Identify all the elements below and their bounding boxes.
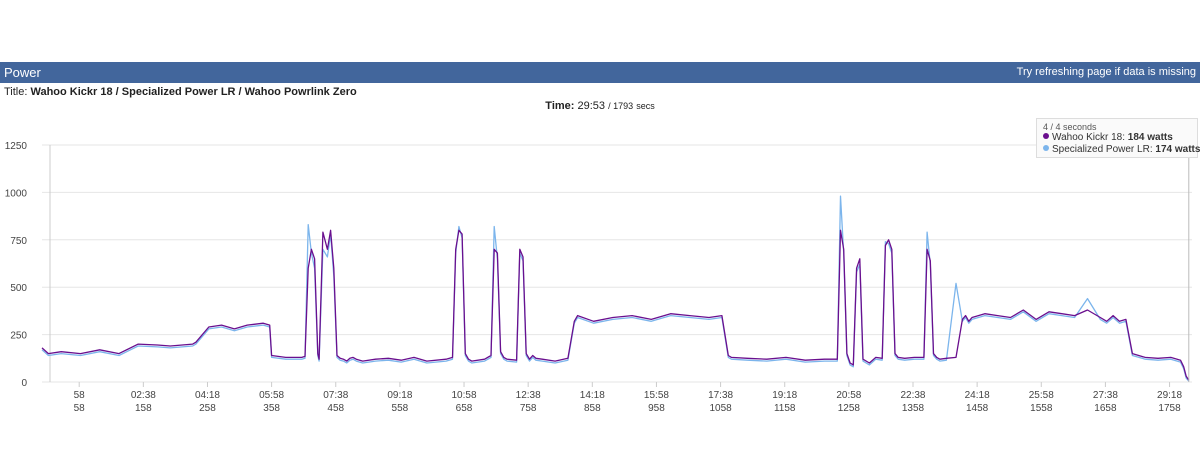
panel-header: Power Try refreshing page if data is mis…	[0, 62, 1200, 83]
subtitle-label: Title:	[4, 86, 28, 98]
x-tick-time-label: 24:18	[965, 390, 990, 401]
y-tick-label: 0	[21, 378, 27, 389]
x-tick-sec-label: 758	[520, 403, 537, 414]
x-tick-time-label: 10:58	[452, 390, 477, 401]
x-tick-time-label: 20:58	[836, 390, 861, 401]
panel-title: Power	[4, 65, 41, 80]
chart-series	[41, 195, 1190, 382]
x-tick-sec-label: 158	[135, 403, 152, 414]
refresh-hint-link[interactable]: Try refreshing page if data is missing	[1016, 66, 1196, 78]
y-tick-label: 1250	[5, 141, 28, 152]
x-tick-sec-label: 958	[648, 403, 665, 414]
subtitle-value: Wahoo Kickr 18 / Specialized Power LR / …	[30, 86, 357, 98]
y-tick-label: 500	[10, 283, 27, 294]
x-tick-sec-label: 1558	[1030, 403, 1053, 414]
x-tick-time-label: 07:38	[323, 390, 348, 401]
time-value: 29:53	[577, 100, 606, 112]
series-line-wahoo-kickr-18	[41, 229, 1190, 381]
x-tick-sec-label: 358	[263, 403, 280, 414]
x-tick-time-label: 09:18	[387, 390, 412, 401]
x-tick-time-label: 19:18	[772, 390, 797, 401]
x-tick-sec-label: 658	[456, 403, 473, 414]
x-tick-sec-label: 458	[327, 403, 344, 414]
chart-subtitle: Title: Wahoo Kickr 18 / Specialized Powe…	[4, 86, 357, 98]
x-tick-sec-label: 1258	[838, 403, 861, 414]
x-tick-time-label: 12:38	[516, 390, 541, 401]
x-tick-time-label: 27:38	[1093, 390, 1118, 401]
x-tick-time-label: 25:58	[1029, 390, 1054, 401]
tooltip-series-name: Specialized Power LR:	[1052, 144, 1153, 155]
x-tick-sec-label: 1158	[774, 403, 796, 414]
tooltip-interval: 4 / 4 seconds	[1043, 122, 1097, 132]
chart-grid	[42, 144, 1192, 383]
x-tick-time-label: 02:38	[131, 390, 156, 401]
x-tick-sec-label: 58	[74, 403, 86, 414]
x-axis: 58 58 02:38 158 04:18 258 05:58 358 07:38 458 09:1…	[74, 382, 1182, 414]
x-tick-sec-label: 558	[392, 403, 409, 414]
legend-dot-icon	[1043, 145, 1049, 151]
x-tick-sec-label: 1758	[1158, 403, 1181, 414]
time-label: Time:	[545, 100, 575, 112]
x-tick-sec-label: 1058	[709, 403, 732, 414]
time-unit: secs	[636, 101, 655, 111]
y-tick-label: 250	[10, 331, 27, 342]
tooltip-row-kickr: Wahoo Kickr 18: 184 watts	[1043, 132, 1173, 143]
x-tick-time-label: 14:18	[580, 390, 605, 401]
x-tick-sec-label: 858	[584, 403, 601, 414]
x-tick-sec-label: 1458	[966, 403, 989, 414]
x-tick-time-label: 17:38	[708, 390, 733, 401]
series-line-specialized-power-lr	[41, 195, 1190, 382]
tooltip-series-value: 184 watts	[1127, 132, 1173, 143]
x-tick-time-label: 15:58	[644, 390, 669, 401]
x-tick-sec-label: 1658	[1094, 403, 1117, 414]
tooltip-row-specialized: Specialized Power LR: 174 watts	[1043, 144, 1200, 155]
time-total: / 1793	[608, 101, 634, 111]
x-tick-time-label: 22:38	[900, 390, 925, 401]
tooltip-series-value: 174 watts	[1155, 144, 1200, 155]
x-tick-time-label: 04:18	[195, 390, 220, 401]
y-tick-label: 750	[10, 236, 27, 247]
y-tick-label: 1000	[5, 188, 28, 199]
x-tick-time-label: 05:58	[259, 390, 284, 401]
time-readout: Time: 29:53 / 1793 secs	[0, 100, 1200, 112]
chart-tooltip: 4 / 4 seconds Wahoo Kickr 18: 184 watts …	[1036, 118, 1200, 158]
y-axis: 0 250 500 750 1000 1250	[5, 141, 51, 389]
x-tick-sec-label: 258	[199, 403, 216, 414]
tooltip-series-name: Wahoo Kickr 18:	[1052, 132, 1125, 143]
x-tick-time-label: 58	[74, 390, 86, 401]
x-tick-time-label: 29:18	[1157, 390, 1182, 401]
legend-dot-icon	[1043, 133, 1049, 139]
x-tick-sec-label: 1358	[902, 403, 925, 414]
